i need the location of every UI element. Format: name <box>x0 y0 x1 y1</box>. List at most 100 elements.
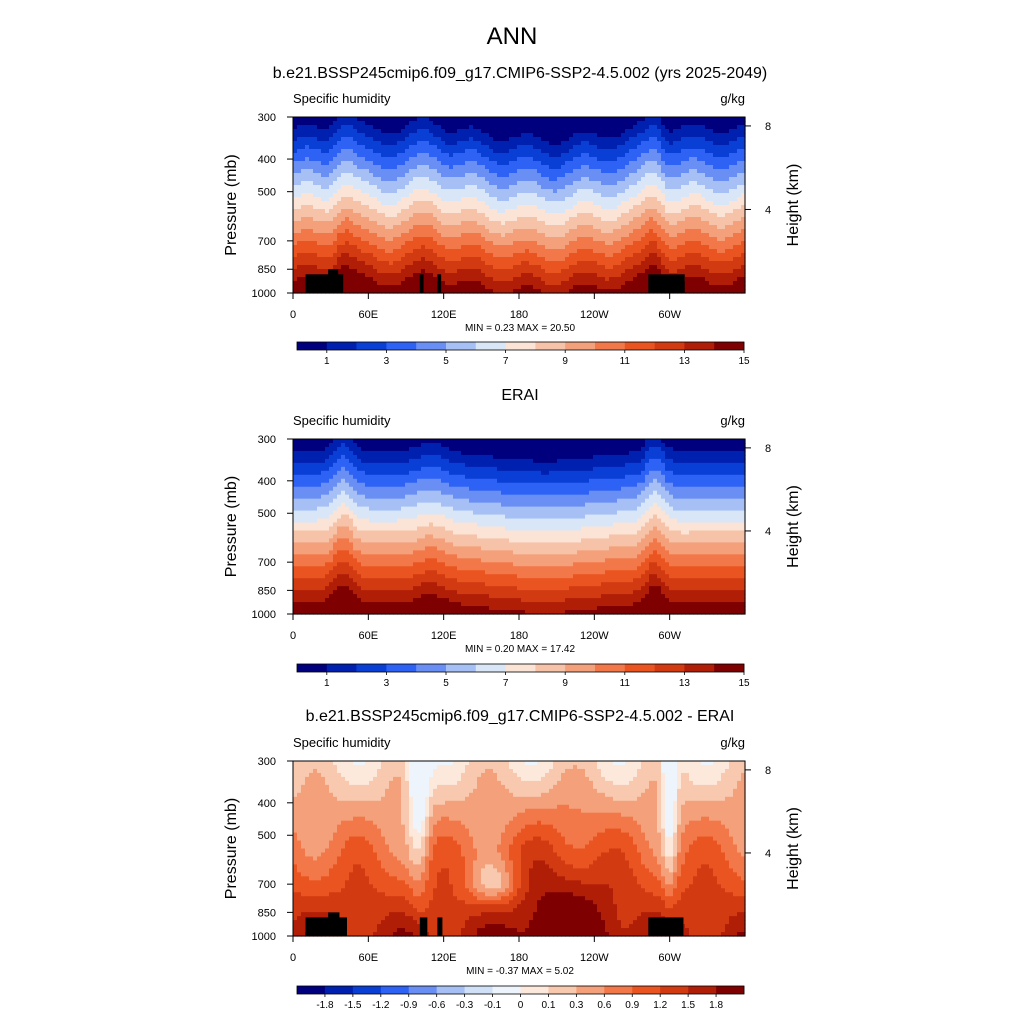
contour-cell <box>589 289 594 294</box>
contour-cell <box>657 253 662 258</box>
contour-cell <box>469 189 474 194</box>
contour-cell <box>725 273 730 278</box>
contour-cell <box>517 237 522 242</box>
contour-cell <box>537 141 542 146</box>
contour-cell <box>737 265 742 270</box>
contour-cell <box>529 169 534 174</box>
contour-cell <box>421 201 426 206</box>
contour-cell <box>385 289 390 294</box>
contour-cell <box>357 253 362 258</box>
contour-cell <box>477 289 482 294</box>
contour-cell <box>693 181 698 186</box>
contour-cell <box>581 189 586 194</box>
contour-cell <box>521 149 526 154</box>
contour-cell <box>577 141 582 146</box>
contour-cell <box>501 213 506 218</box>
contour-cell <box>373 169 378 174</box>
contour-cell <box>581 169 586 174</box>
contour-cell <box>601 185 606 190</box>
contour-cell <box>557 145 562 150</box>
contour-cell <box>565 153 570 158</box>
contour-cell <box>317 117 322 122</box>
contour-cell <box>453 149 458 154</box>
contour-cell <box>625 213 630 218</box>
contour-cell <box>297 289 302 294</box>
contour-cell <box>309 245 314 250</box>
contour-cell <box>621 241 626 246</box>
contour-cell <box>533 137 538 142</box>
contour-cell <box>333 121 338 126</box>
contour-cell <box>321 209 326 214</box>
contour-cell <box>309 217 314 222</box>
contour-cell <box>357 257 362 262</box>
contour-cell <box>509 169 514 174</box>
contour-cell <box>389 273 394 278</box>
contour-cell <box>569 269 574 274</box>
contour-cell <box>357 285 362 290</box>
contour-cell <box>521 209 526 214</box>
contour-cell <box>489 205 494 210</box>
contour-cell <box>629 197 634 202</box>
contour-cell <box>309 173 314 178</box>
contour-cell <box>301 241 306 246</box>
contour-cell <box>669 201 674 206</box>
contour-cell <box>533 265 538 270</box>
figure-title: ANN <box>487 23 538 50</box>
contour-cell <box>545 237 550 242</box>
contour-cell <box>673 137 678 142</box>
contour-cell <box>717 225 722 230</box>
contour-cell <box>713 193 718 198</box>
contour-cell <box>669 241 674 246</box>
contour-cell <box>441 249 446 254</box>
contour-cell <box>397 141 402 146</box>
contour-cell <box>373 225 378 230</box>
contour-cell <box>361 213 366 218</box>
contour-cell <box>613 221 618 226</box>
contour-cell <box>405 169 410 174</box>
contour-cell <box>317 201 322 206</box>
contour-cell <box>509 285 514 290</box>
contour-cell <box>677 185 682 190</box>
contour-cell <box>505 137 510 142</box>
contour-cell <box>693 129 698 134</box>
contour-cell <box>645 137 650 142</box>
contour-cell <box>497 209 502 214</box>
contour-cell <box>333 161 338 166</box>
contour-cell <box>381 185 386 190</box>
contour-cell <box>537 181 542 186</box>
contour-cell <box>301 117 306 122</box>
contour-cell <box>421 149 426 154</box>
contour-cell <box>409 265 414 270</box>
contour-cell <box>677 221 682 226</box>
contour-cell <box>313 117 318 122</box>
contour-cell <box>637 233 642 238</box>
contour-cell <box>569 181 574 186</box>
contour-cell <box>545 281 550 286</box>
contour-cell <box>561 153 566 158</box>
contour-cell <box>617 285 622 290</box>
contour-cell <box>469 241 474 246</box>
contour-cell <box>629 181 634 186</box>
contour-cell <box>529 177 534 182</box>
contour-cell <box>521 289 526 294</box>
contour-cell <box>433 217 438 222</box>
contour-cell <box>513 281 518 286</box>
contour-cell <box>301 193 306 198</box>
contour-cell <box>677 245 682 250</box>
contour-cell <box>453 285 458 290</box>
contour-cell <box>621 217 626 222</box>
contour-cell <box>481 221 486 226</box>
contour-cell <box>473 265 478 270</box>
contour-cell <box>501 233 506 238</box>
contour-cell <box>545 269 550 274</box>
contour-cell <box>617 237 622 242</box>
contour-cell <box>669 269 674 274</box>
contour-cell <box>473 249 478 254</box>
contour-cell <box>669 129 674 134</box>
contour-cell <box>629 213 634 218</box>
contour-cell <box>561 225 566 230</box>
contour-cell <box>329 225 334 230</box>
contour-cell <box>493 125 498 130</box>
contour-cell <box>721 129 726 134</box>
